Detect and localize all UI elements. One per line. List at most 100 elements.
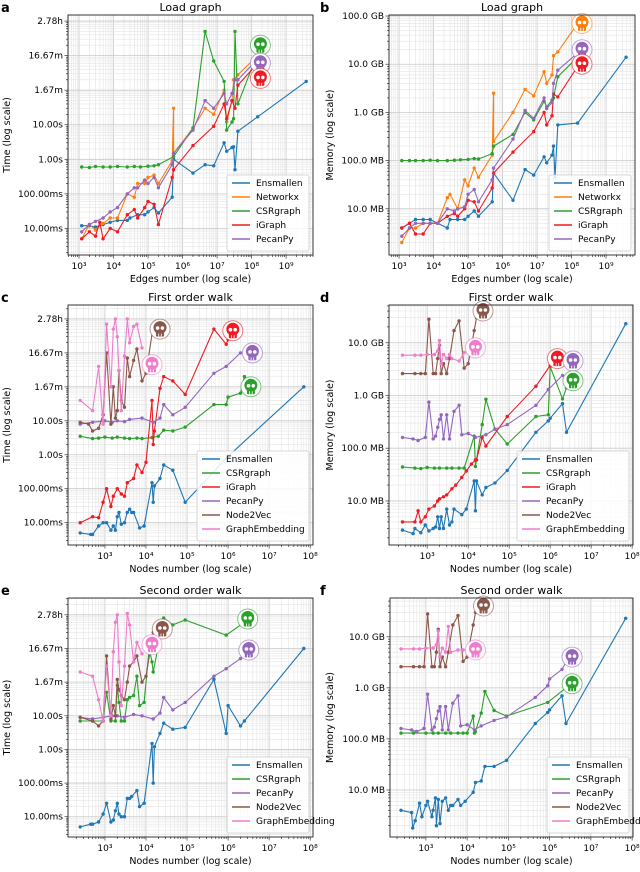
x-tick-label: 10⁶	[221, 844, 236, 854]
data-point	[456, 648, 460, 652]
data-point	[424, 731, 428, 735]
series-ensmallen	[78, 385, 306, 537]
x-tick-label: 10⁴	[138, 552, 153, 562]
series-ensmallen	[400, 322, 628, 536]
data-point	[113, 719, 118, 723]
data-point	[101, 719, 105, 723]
data-point	[472, 200, 476, 204]
data-point	[238, 724, 243, 728]
data-point	[413, 158, 418, 163]
skull-jaw	[243, 621, 252, 627]
skull-eye	[558, 355, 562, 360]
data-point	[534, 414, 538, 419]
data-point	[183, 725, 187, 730]
data-point	[203, 98, 207, 103]
series-graphembedding	[78, 611, 144, 723]
data-point	[433, 434, 438, 438]
legend-item-networkx: Networkx	[232, 193, 300, 203]
data-point	[135, 347, 139, 351]
skull-head	[565, 675, 579, 689]
data-point	[90, 408, 95, 413]
data-point	[119, 719, 124, 723]
data-point	[158, 476, 162, 481]
x-tick-label: 10³	[418, 844, 433, 854]
data-point	[417, 665, 422, 669]
data-point	[437, 466, 442, 470]
data-point	[463, 205, 467, 209]
data-point	[462, 366, 466, 370]
data-point	[441, 352, 446, 357]
y-tick-label: 1.67m	[34, 86, 63, 96]
data-point	[425, 799, 430, 803]
data-point	[125, 611, 129, 616]
data-point	[108, 165, 112, 169]
data-point	[511, 132, 515, 137]
data-point	[135, 788, 139, 793]
data-point	[122, 719, 127, 723]
data-point	[125, 698, 129, 702]
data-point	[119, 492, 124, 496]
y-tick-label: 10.0 MB	[348, 786, 385, 796]
legend-label: CSRgraph	[576, 775, 621, 785]
data-point	[437, 497, 442, 501]
data-point	[131, 693, 136, 698]
legend-label: PecanPy	[546, 497, 584, 507]
x-tick-label: 10⁵	[502, 552, 517, 562]
y-axis-label: Time (log scale)	[2, 680, 13, 757]
data-point	[170, 195, 174, 199]
data-point	[233, 29, 237, 34]
data-point	[433, 371, 438, 376]
data-point	[545, 123, 549, 127]
data-point	[140, 470, 144, 475]
legend-item-igraph: iGraph	[232, 221, 286, 231]
data-point	[93, 219, 98, 224]
data-point	[443, 665, 448, 669]
skull-eye	[256, 75, 260, 80]
skull-icon	[465, 639, 486, 661]
y-axis-label: Memory (log scale)	[325, 672, 336, 763]
y-tick-label: 10.00ms	[24, 519, 64, 529]
data-point	[152, 429, 157, 433]
data-point	[425, 612, 430, 616]
data-point	[431, 371, 435, 376]
y-axis-label: Time (log scale)	[2, 387, 13, 464]
skull-eye	[476, 647, 480, 651]
data-point	[171, 379, 175, 383]
data-point	[575, 121, 580, 125]
data-point	[436, 515, 440, 519]
data-point	[109, 504, 113, 509]
skull-jaw	[156, 331, 164, 337]
legend-label: Node2Vec	[226, 511, 271, 521]
data-point	[171, 413, 175, 417]
data-point	[411, 826, 415, 830]
data-point	[423, 371, 427, 376]
data-point	[238, 391, 243, 395]
legend-label: Ensmallen	[546, 455, 593, 465]
data-point	[460, 433, 464, 437]
skull-head	[226, 322, 240, 336]
data-point	[117, 510, 121, 515]
data-point	[400, 234, 404, 238]
data-point	[456, 694, 460, 698]
y-tick-label: 16.67m	[28, 52, 63, 62]
data-point	[109, 820, 113, 824]
x-tick-label: 10³	[392, 262, 407, 272]
data-point	[545, 106, 549, 111]
data-point	[171, 429, 175, 433]
data-point	[451, 803, 455, 808]
skull-eye	[152, 641, 157, 646]
data-point	[421, 217, 425, 222]
data-point	[466, 214, 470, 218]
legend-item-csrgraph: CSRgraph	[522, 469, 591, 479]
data-point	[115, 205, 120, 210]
data-point	[400, 226, 404, 230]
data-point	[146, 210, 150, 214]
data-point	[115, 216, 120, 220]
data-point	[452, 158, 457, 162]
data-point	[411, 665, 416, 669]
data-point	[117, 660, 121, 664]
skull-eye	[256, 42, 260, 46]
data-point	[457, 319, 461, 323]
data-point	[472, 156, 476, 161]
skull-icon	[562, 370, 584, 392]
